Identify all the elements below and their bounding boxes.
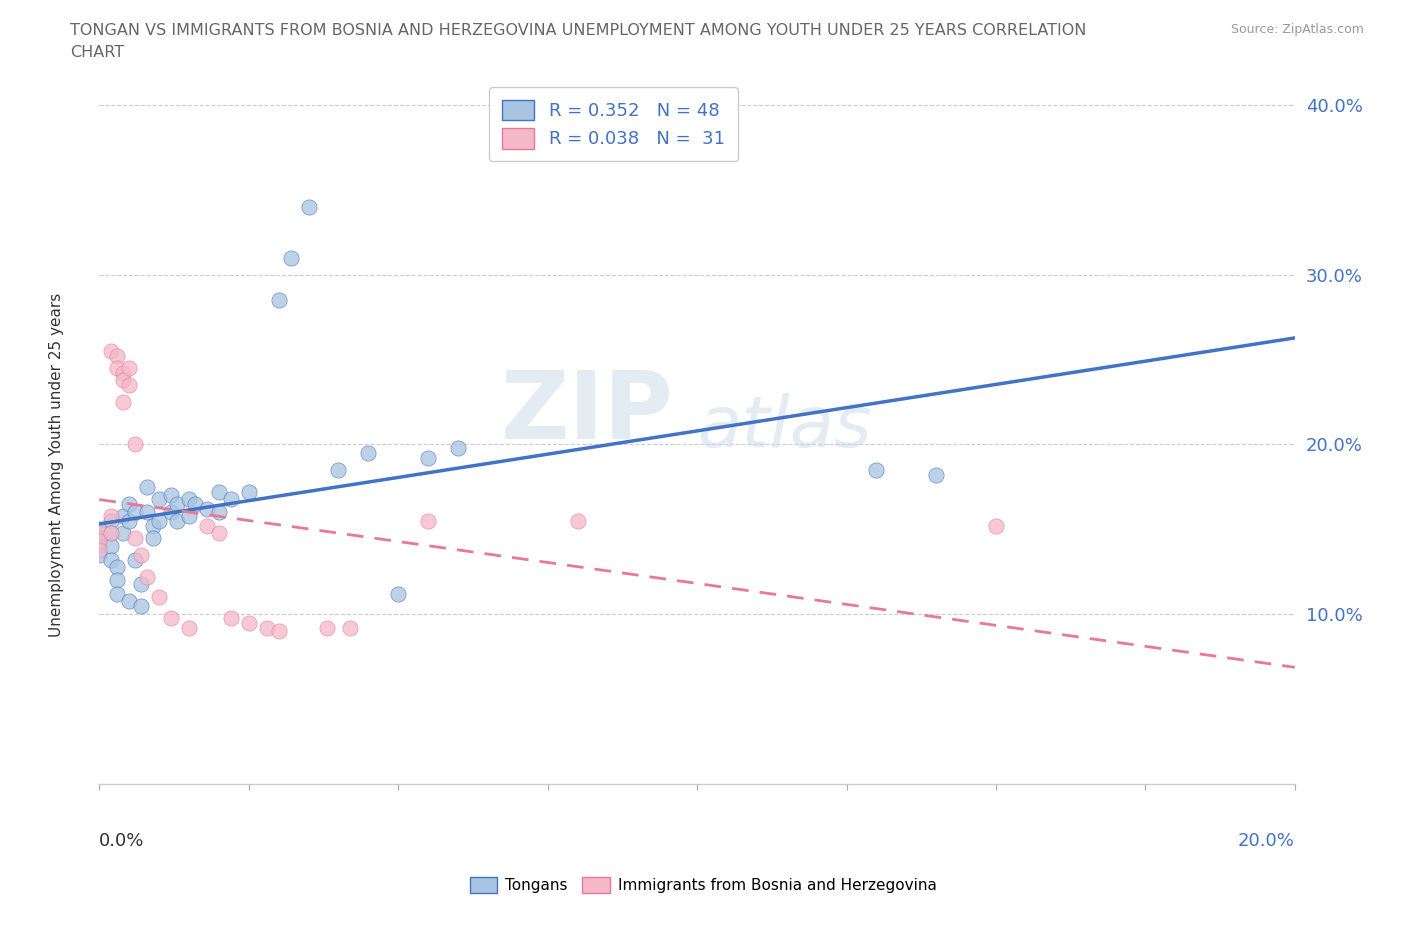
Point <box>297 199 319 214</box>
Text: Source: ZipAtlas.com: Source: ZipAtlas.com <box>1230 23 1364 36</box>
Point <box>984 519 1007 534</box>
Point <box>177 620 200 635</box>
Point <box>865 462 887 477</box>
Point <box>112 373 135 388</box>
Point <box>105 573 128 588</box>
Point <box>418 451 440 466</box>
Point <box>219 610 242 625</box>
Legend: R = 0.352   N = 48, R = 0.038   N =  31: R = 0.352 N = 48, R = 0.038 N = 31 <box>489 87 738 161</box>
Point <box>925 468 948 483</box>
Point <box>100 343 122 358</box>
Point <box>267 624 290 639</box>
Point <box>142 530 165 545</box>
Point <box>208 525 231 540</box>
Point <box>195 519 218 534</box>
Point <box>136 505 159 520</box>
Point <box>89 548 111 563</box>
Point <box>129 577 152 591</box>
Point <box>124 530 146 545</box>
Point <box>136 569 159 584</box>
Point <box>124 437 146 452</box>
Point <box>105 559 128 574</box>
Point <box>195 501 218 516</box>
Point <box>118 497 141 512</box>
Point <box>387 587 409 602</box>
Point <box>89 542 111 557</box>
Point <box>177 509 200 524</box>
Point <box>89 522 111 537</box>
Point <box>160 505 183 520</box>
Point <box>208 485 231 499</box>
Point <box>112 394 135 409</box>
Point <box>112 509 135 524</box>
Point <box>447 441 470 456</box>
Point <box>129 548 152 563</box>
Point <box>100 538 122 553</box>
Point <box>142 519 165 534</box>
Point <box>112 365 135 380</box>
Point <box>166 497 188 512</box>
Point <box>280 250 302 265</box>
Point <box>238 616 260 631</box>
Point <box>219 491 242 506</box>
Point <box>136 480 159 495</box>
Point <box>177 491 200 506</box>
Point <box>238 485 260 499</box>
Text: 0.0%: 0.0% <box>100 831 145 850</box>
Point <box>328 462 350 477</box>
Point <box>124 505 146 520</box>
Point <box>118 513 141 528</box>
Point <box>418 513 440 528</box>
Point <box>166 513 188 528</box>
Point <box>357 445 380 460</box>
Point <box>105 361 128 376</box>
Point <box>267 293 290 308</box>
Text: TONGAN VS IMMIGRANTS FROM BOSNIA AND HERZEGOVINA UNEMPLOYMENT AMONG YOUTH UNDER : TONGAN VS IMMIGRANTS FROM BOSNIA AND HER… <box>70 23 1087 38</box>
Point <box>89 530 111 545</box>
Point <box>184 497 207 512</box>
Point <box>567 513 589 528</box>
Point <box>160 488 183 503</box>
Point <box>100 525 122 540</box>
Point <box>100 509 122 524</box>
Point <box>160 610 183 625</box>
Point <box>208 505 231 520</box>
Point <box>89 534 111 549</box>
Point <box>105 349 128 364</box>
Point <box>124 552 146 567</box>
Point <box>315 620 337 635</box>
Point <box>89 538 111 553</box>
Point <box>118 593 141 608</box>
Point <box>256 620 278 635</box>
Point <box>339 620 361 635</box>
Text: Unemployment Among Youth under 25 years: Unemployment Among Youth under 25 years <box>49 293 63 637</box>
Point <box>112 525 135 540</box>
Point <box>100 552 122 567</box>
Text: 20.0%: 20.0% <box>1239 831 1295 850</box>
Legend: Tongans, Immigrants from Bosnia and Herzegovina: Tongans, Immigrants from Bosnia and Herz… <box>464 870 942 899</box>
Text: atlas: atlas <box>697 393 872 462</box>
Point <box>148 590 170 604</box>
Point <box>105 587 128 602</box>
Point <box>89 525 111 540</box>
Point <box>148 513 170 528</box>
Point <box>129 598 152 613</box>
Point <box>148 491 170 506</box>
Point <box>100 513 122 528</box>
Text: CHART: CHART <box>70 45 124 60</box>
Point <box>118 378 141 392</box>
Point <box>118 361 141 376</box>
Text: ZIP: ZIP <box>501 367 673 459</box>
Point <box>100 525 122 540</box>
